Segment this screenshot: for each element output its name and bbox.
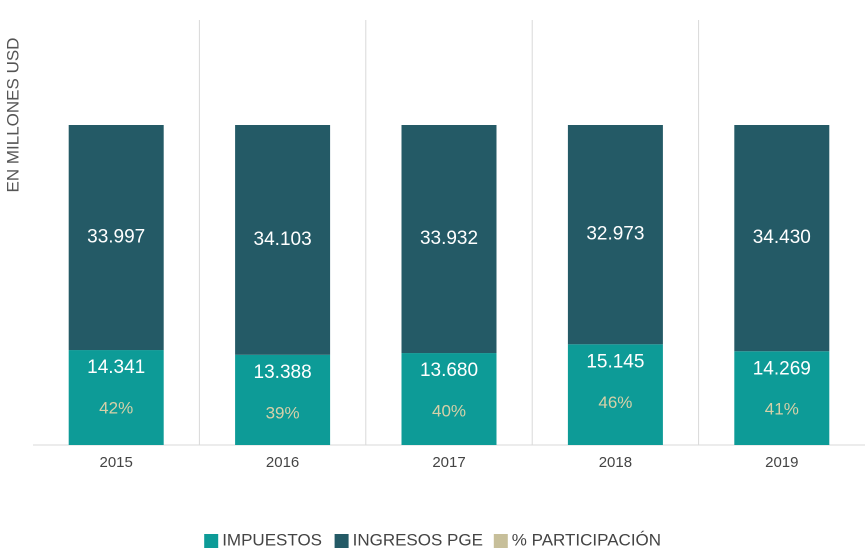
x-tick-label: 2017 (432, 454, 465, 471)
bar-segment (567, 125, 663, 345)
data-label: 34.430 (753, 227, 811, 248)
bar-segment (235, 354, 331, 445)
bar-segment (401, 353, 497, 445)
legend-label: IMPUESTOS (222, 530, 322, 548)
legend-label: % PARTICIPACIÓN (512, 530, 661, 548)
data-label: 14.269 (753, 358, 811, 379)
data-label: 13.388 (254, 362, 312, 383)
data-label: 15.145 (586, 351, 644, 372)
percent-label: 40% (432, 402, 466, 421)
y-axis-label: EN MILLONES USD (3, 38, 22, 193)
bar-segment (401, 125, 497, 354)
percent-label: 42% (99, 399, 133, 418)
legend-swatch (204, 534, 219, 548)
data-label: 32.973 (586, 224, 644, 245)
bar-segment (567, 344, 663, 445)
legend-swatch (334, 534, 349, 548)
percent-label: 41% (765, 400, 799, 419)
data-label: 13.680 (420, 360, 478, 381)
x-tick-label: 2015 (100, 454, 133, 471)
bar-segment (68, 350, 164, 445)
x-tick-label: 2019 (765, 454, 798, 471)
legend-swatch (493, 534, 508, 548)
bar-segment (235, 125, 331, 355)
bar-segment (68, 125, 164, 351)
data-label: 34.103 (254, 229, 312, 250)
x-tick-label: 2016 (266, 454, 299, 471)
x-tick-label: 2018 (599, 454, 632, 471)
bar-segment (734, 351, 830, 445)
percent-label: 46% (598, 393, 632, 412)
percent-label: 39% (266, 403, 300, 422)
data-label: 14.341 (87, 357, 145, 378)
data-label: 33.932 (420, 228, 478, 249)
legend-label: INGRESOS PGE (353, 530, 483, 548)
bar-segment (734, 125, 830, 352)
data-label: 33.997 (87, 227, 145, 248)
